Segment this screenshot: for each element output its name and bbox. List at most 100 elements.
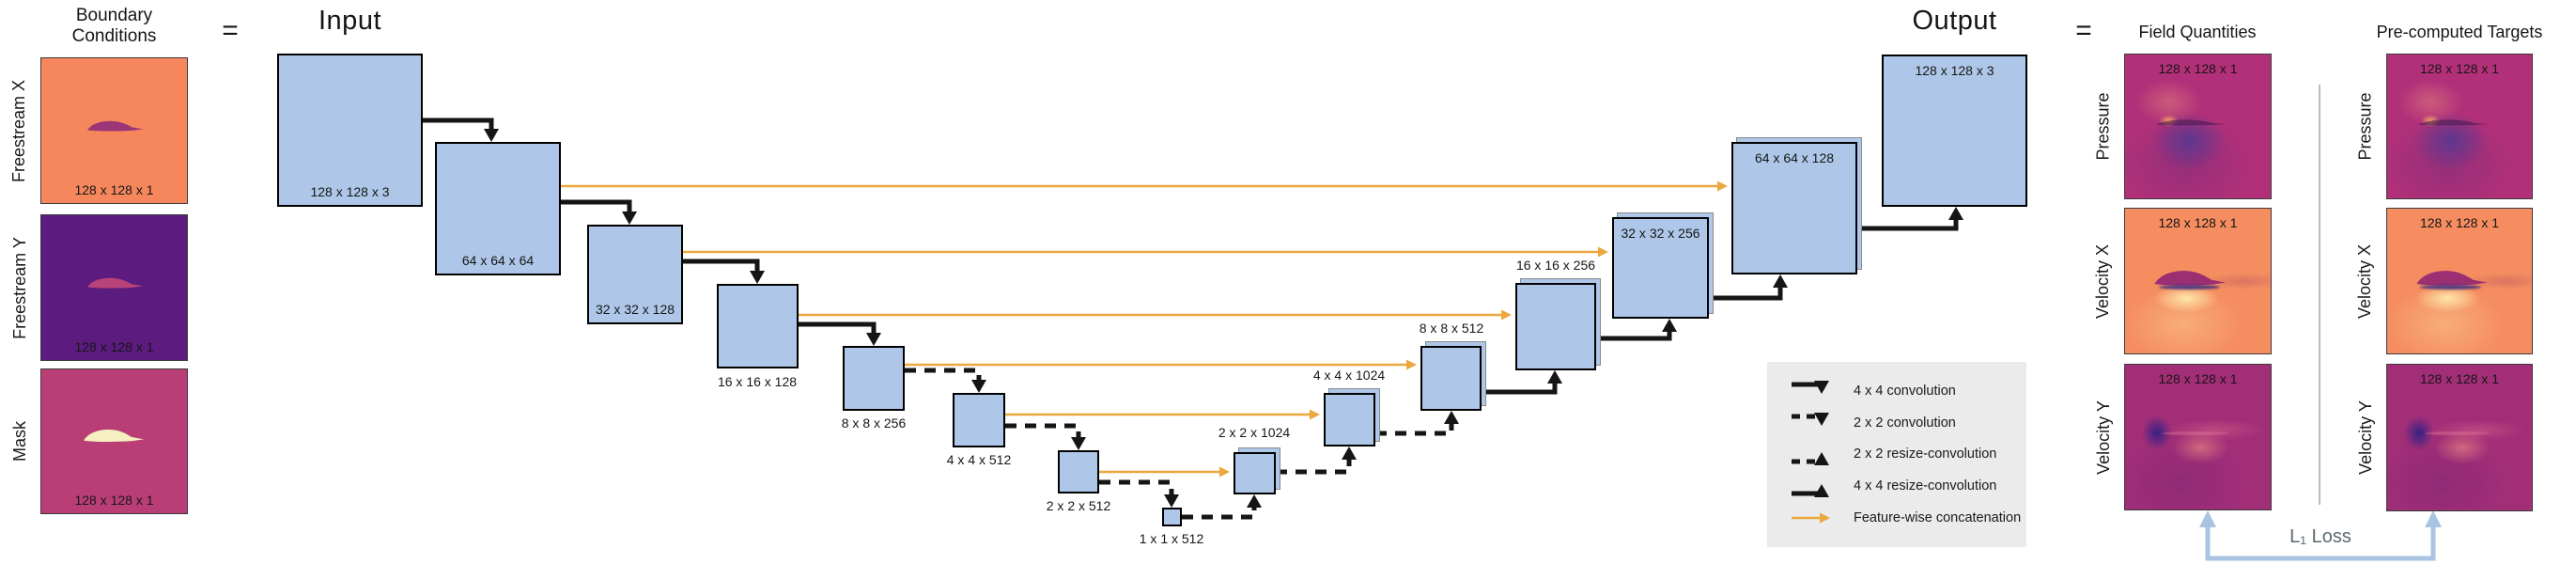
legend-row-concat: Feature-wise concatenation [1788,506,2026,530]
resize4-arrow-2 [1596,319,1677,341]
field-quantities-title: Field Quantities [2138,23,2257,41]
unet-box-enc-4 [953,393,1005,447]
airfoil-chord-line [2163,431,2229,435]
airfoil-underside [2158,284,2220,290]
unet-box-enc-2 [1058,450,1099,494]
dims-label: 128 x 128 x 1 [2419,61,2500,76]
airfoil-shape [2154,119,2230,127]
resize2-arrow-2 [1276,446,1357,475]
resize4-arrow-1 [1482,370,1562,395]
resize2-arrow-3 [1375,411,1459,436]
legend: 4 x 4 convolution 2 x 2 convolution 2 x … [1767,362,2026,547]
column-divider [2319,85,2320,505]
pt-velocity-y-row-label: Velocity Y [2355,400,2375,475]
airfoil-shape [85,120,146,133]
pt-velocity-x-image: 128 x 128 x 1 [2386,208,2533,354]
dims-label: 32 x 32 x 128 [595,302,675,317]
concat-arrow-icon [1792,512,1830,524]
dims-label: 16 x 16 x 128 [717,374,798,389]
dims-label: 128 x 128 x 3 [1915,63,1994,78]
mask-image: 128 x 128 x 1 [40,368,188,514]
pt-velocity-x-row-label: Velocity X [2355,243,2375,319]
airfoil-underside [2420,284,2482,290]
fq-pressure-image: 128 x 128 x 1 [2124,54,2272,199]
conv4-arrow-1 [423,118,499,142]
airfoil-shape [2416,119,2491,127]
conv4-arrow-icon [1792,380,1829,394]
dims-label: 2 x 2 x 512 [1046,498,1111,513]
unet-box-enc-1 [1162,508,1182,526]
dims-label: 128 x 128 x 1 [2158,371,2238,386]
airfoil-shape [82,429,146,445]
unet-box-enc-32: 32 x 32 x 128 [587,225,683,324]
dims-label: 8 x 8 x 512 [1419,321,1484,336]
pt-pressure-image: 128 x 128 x 1 [2386,54,2533,199]
conv2-arrow-1 [905,368,986,393]
dims-label: 128 x 128 x 1 [2419,371,2500,386]
boundary-title-line1: Boundary [75,6,153,25]
unet-box-dec-8 [1420,341,1486,411]
dims-label: 32 x 32 x 256 [1621,226,1700,241]
unet-box-output: 128 x 128 x 3 [1882,55,2027,207]
boundary-conditions-title: Boundary Conditions [40,6,188,47]
precomputed-targets-title: Pre-computed Targets [2376,23,2543,41]
unet-box-dec-2 [1234,447,1280,494]
dims-label: 128 x 128 x 1 [74,182,154,197]
legend-label: 4 x 4 resize-convolution [1854,478,1997,494]
conv2-arrow-3 [1099,479,1179,508]
legend-row-resize2: 2 x 2 resize-convolution [1788,442,2026,466]
airfoil-shape [85,277,146,290]
dims-label: 128 x 128 x 1 [74,493,154,508]
resize2-arrow-1 [1182,494,1262,520]
dims-label: 64 x 64 x 64 [461,253,535,268]
l1-loss-bracket [2199,510,2442,561]
airfoil-chord-line [2425,431,2491,436]
l1-loss-label: L₁ Loss [2289,526,2351,547]
fq-velocity-x-row-label: Velocity X [2093,243,2113,319]
dims-label: 16 x 16 x 256 [1515,258,1596,273]
dims-label: 128 x 128 x 3 [310,184,390,199]
boundary-title-line2: Conditions [71,26,157,46]
equals-sign-right: = [2075,15,2092,46]
legend-label: 2 x 2 convolution [1854,415,1956,431]
freestream-x-image: 128 x 128 x 1 [40,57,188,204]
resize4-arrow-3 [1709,274,1788,301]
legend-row-conv2: 2 x 2 convolution [1788,411,2026,435]
dims-label: 128 x 128 x 1 [2158,61,2238,76]
unet-box-dec-32: 32 x 32 x 256 [1612,212,1714,319]
conv4-arrow-3 [683,258,765,284]
equals-sign-left: = [222,15,239,46]
dims-label: 2 x 2 x 1024 [1218,425,1291,440]
unet-box-enc-16 [717,284,799,368]
unet-box-dec-16 [1515,278,1601,370]
dims-label: 8 x 8 x 256 [841,415,907,431]
fq-velocity-y-row-label: Velocity Y [2093,400,2113,475]
conv4-arrow-4 [799,321,881,346]
conv4-arrow-2 [561,199,637,225]
fq-velocity-y-image: 128 x 128 x 1 [2124,364,2272,510]
dims-label: 128 x 128 x 1 [2419,215,2500,230]
freestream-y-image: 128 x 128 x 1 [40,214,188,361]
output-title: Output [1912,6,1997,36]
legend-label: Feature-wise concatenation [1854,510,2022,526]
resize4-arrow-icon [1792,484,1829,498]
legend-label: 4 x 4 convolution [1854,383,1956,399]
dims-label: 4 x 4 x 1024 [1312,368,1386,383]
pt-velocity-y-image: 128 x 128 x 1 [2386,364,2533,511]
input-title: Input [318,6,381,36]
legend-label: 2 x 2 resize-convolution [1854,446,1997,462]
unet-box-enc-8 [843,346,905,411]
freestream-x-row-label: Freestream X [9,79,29,182]
dims-label: 4 x 4 x 512 [946,452,1012,467]
dims-label: 1 x 1 x 512 [1139,531,1204,546]
legend-row-conv4: 4 x 4 convolution [1788,379,2026,403]
conv2-arrow-icon [1792,412,1829,426]
unet-box-input: 128 x 128 x 3 [277,54,423,207]
resize4-arrow-4 [1857,207,1963,231]
unet-box-enc-64: 64 x 64 x 64 [435,142,561,275]
fq-velocity-x-image: 128 x 128 x 1 [2124,208,2272,354]
dims-label: 128 x 128 x 1 [74,339,154,354]
dims-label: 128 x 128 x 1 [2158,215,2238,230]
